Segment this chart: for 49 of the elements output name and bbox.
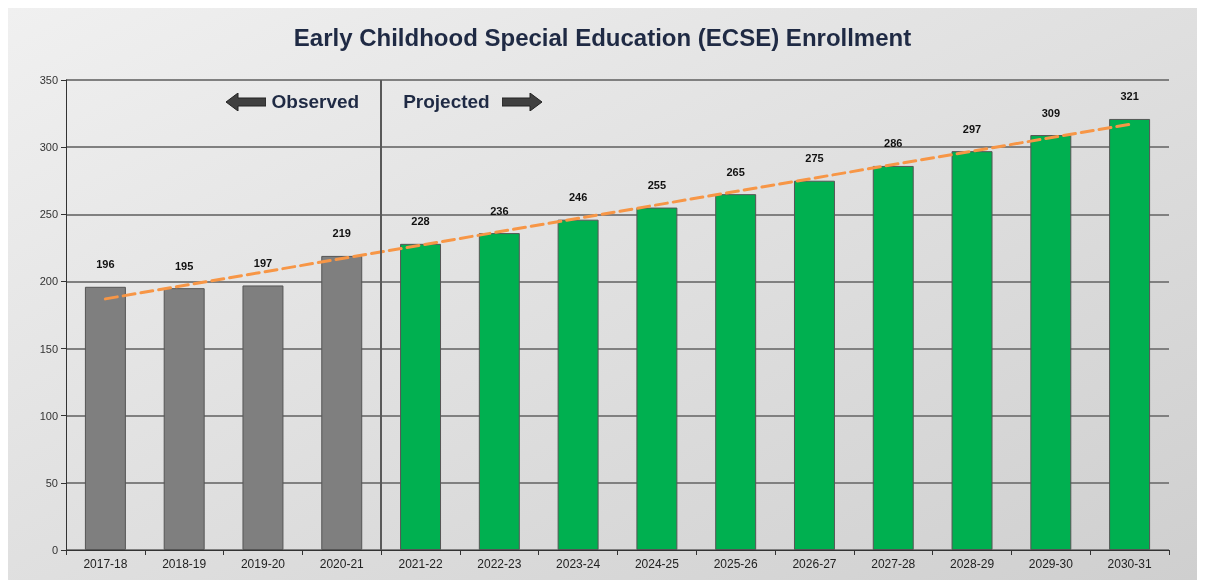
bar [557, 219, 599, 550]
bar [478, 233, 520, 550]
x-tick-label: 2030-31 [1107, 557, 1152, 571]
bar [400, 243, 442, 550]
y-tick-label: 50 [45, 476, 58, 489]
bar [1030, 135, 1072, 550]
bar [872, 165, 914, 550]
x-tick-label: 2026-27 [792, 557, 837, 571]
data-label: 309 [1041, 106, 1060, 119]
y-tick-label: 250 [39, 208, 58, 221]
annotation: Projected [403, 91, 490, 113]
bar [951, 151, 993, 550]
x-tick-label: 2017-18 [83, 557, 128, 571]
x-tick-label: 2021-22 [398, 557, 443, 571]
bar [636, 207, 678, 550]
x-tick-label: 2019-20 [240, 557, 286, 571]
data-label: 286 [884, 137, 903, 150]
data-label: 228 [411, 215, 430, 228]
chart-title: Early Childhood Special Education (ECSE) Enrollment [293, 23, 912, 51]
y-tick-label: 0 [51, 544, 58, 556]
data-label: 196 [96, 258, 115, 271]
data-label: 195 [175, 259, 194, 272]
data-label: 246 [568, 191, 588, 204]
bar [793, 180, 835, 550]
x-tick-label: 2018-19 [162, 557, 207, 571]
data-label: 321 [1120, 90, 1139, 103]
x-tick-label: 2029-30 [1028, 557, 1074, 571]
y-tick-label: 150 [39, 342, 58, 355]
x-tick-label: 2028-29 [950, 557, 995, 571]
data-label: 236 [490, 204, 509, 217]
y-tick-label: 200 [39, 275, 58, 288]
data-label: 219 [332, 227, 351, 240]
x-tick-label: 2022-23 [477, 557, 522, 571]
data-label: 297 [962, 122, 982, 135]
bar [1109, 118, 1151, 550]
x-tick-label: 2027-28 [871, 557, 916, 571]
y-tick-label: 350 [39, 74, 58, 86]
y-tick-label: 300 [39, 141, 58, 154]
data-label: 255 [647, 179, 667, 192]
x-tick-label: 2023-24 [556, 557, 601, 571]
data-label: 265 [726, 165, 745, 178]
annotation: Observed [271, 91, 360, 113]
bar [715, 194, 757, 550]
x-tick-label: 2020-21 [319, 557, 365, 571]
x-tick-label: 2024-25 [634, 557, 680, 571]
x-tick-label: 2025-26 [713, 557, 759, 571]
data-label: 275 [805, 152, 824, 165]
y-tick-label: 100 [39, 409, 58, 422]
data-label: 197 [253, 256, 273, 269]
